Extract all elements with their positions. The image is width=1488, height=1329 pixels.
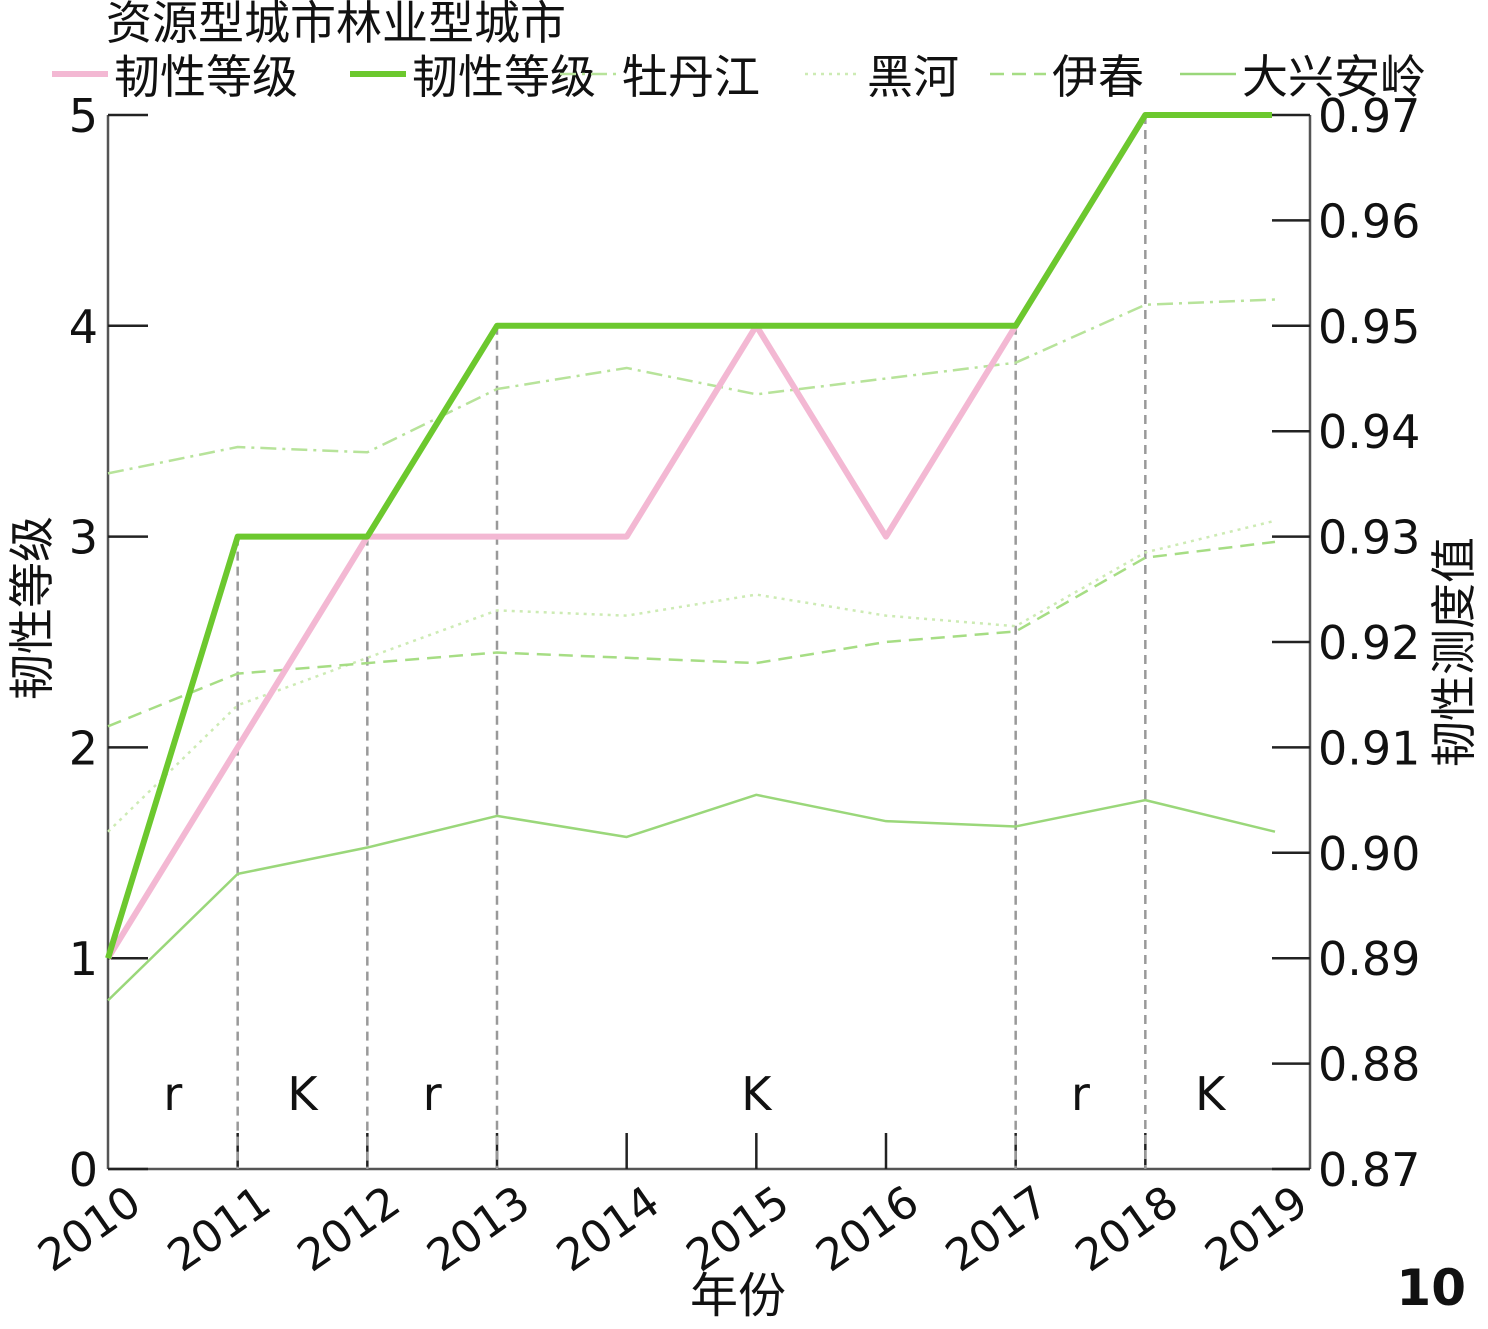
right-y-tick-label: 0.96 xyxy=(1318,194,1420,248)
right-y-tick-label: 0.93 xyxy=(1318,511,1420,565)
right-y-axis-title: 韧性测度值 xyxy=(1427,537,1481,767)
x-tick-label: 2018 xyxy=(1067,1176,1188,1282)
left-y-tick-label: 4 xyxy=(69,300,98,354)
series-line-1 xyxy=(105,112,1272,960)
right-y-tick-label: 0.97 xyxy=(1318,89,1420,143)
right-y-tick-label: 0.95 xyxy=(1318,300,1420,354)
x-axis-title: 年份 xyxy=(690,1268,786,1324)
legend-swatch xyxy=(1180,72,1236,76)
series-line-5 xyxy=(107,793,1276,1002)
left-y-tick-label: 5 xyxy=(69,89,98,143)
legend-item: 牡丹江 xyxy=(560,44,760,104)
phase-label: K xyxy=(1195,1067,1227,1121)
legend-swatch xyxy=(805,72,861,76)
x-tick-label: 2017 xyxy=(937,1176,1058,1282)
x-tick-label: 2011 xyxy=(159,1176,280,1282)
phase-label: K xyxy=(741,1067,773,1121)
legend-item: 韧性等级 xyxy=(350,44,596,104)
series-line-3 xyxy=(107,519,1276,833)
left-y-tick-label: 3 xyxy=(69,511,98,565)
left-y-tick-label: 1 xyxy=(69,932,98,986)
legend-title: 资源型城市林业型城市 xyxy=(106,0,566,50)
legend-label: 韧性等级 xyxy=(114,50,298,104)
legend: 韧性等级 韧性等级 牡丹江 黑河 伊春 大兴安岭 xyxy=(40,44,1480,104)
x-tick-label: 2013 xyxy=(418,1176,539,1282)
x-tick-label: 2019 xyxy=(1196,1176,1317,1282)
series-line-4 xyxy=(107,540,1276,728)
legend-swatch xyxy=(560,72,616,76)
right-y-tick-label: 0.94 xyxy=(1318,405,1420,459)
right-y-tick-label: 0.89 xyxy=(1318,932,1420,986)
phase-label: r xyxy=(1071,1067,1090,1121)
right-y-tick-label: 0.90 xyxy=(1318,827,1420,881)
phase-label: K xyxy=(287,1067,319,1121)
x-tick-label: 2014 xyxy=(548,1176,669,1282)
phase-label: r xyxy=(423,1067,442,1121)
legend-swatch xyxy=(350,71,406,77)
legend-item: 大兴安岭 xyxy=(1180,44,1426,104)
left-y-tick-label: 2 xyxy=(69,721,98,775)
legend-item: 黑河 xyxy=(805,44,959,104)
x-tick-label: 2016 xyxy=(807,1176,928,1282)
legend-label: 牡丹江 xyxy=(622,50,760,104)
figure-number: 10 xyxy=(1396,1259,1466,1317)
legend-label: 黑河 xyxy=(867,50,959,104)
x-tick-label: 2015 xyxy=(678,1176,799,1282)
x-tick-label: 2012 xyxy=(289,1176,410,1282)
right-y-tick-label: 0.88 xyxy=(1318,1038,1420,1092)
series-line-2 xyxy=(107,298,1276,475)
right-y-tick-label: 0.92 xyxy=(1318,616,1420,670)
legend-label: 伊春 xyxy=(1052,50,1144,104)
left-y-axis-title: 韧性等级 xyxy=(5,516,59,700)
phase-label: r xyxy=(163,1067,182,1121)
legend-swatch xyxy=(990,72,1046,76)
legend-label: 韧性等级 xyxy=(412,50,596,104)
right-y-tick-label: 0.91 xyxy=(1318,721,1420,775)
right-y-tick-label: 0.87 xyxy=(1318,1143,1420,1197)
legend-label: 大兴安岭 xyxy=(1242,50,1426,104)
legend-item: 韧性等级 xyxy=(52,44,298,104)
legend-swatch xyxy=(52,71,108,77)
left-y-tick-label: 0 xyxy=(69,1143,98,1197)
legend-item: 伊春 xyxy=(990,44,1144,104)
